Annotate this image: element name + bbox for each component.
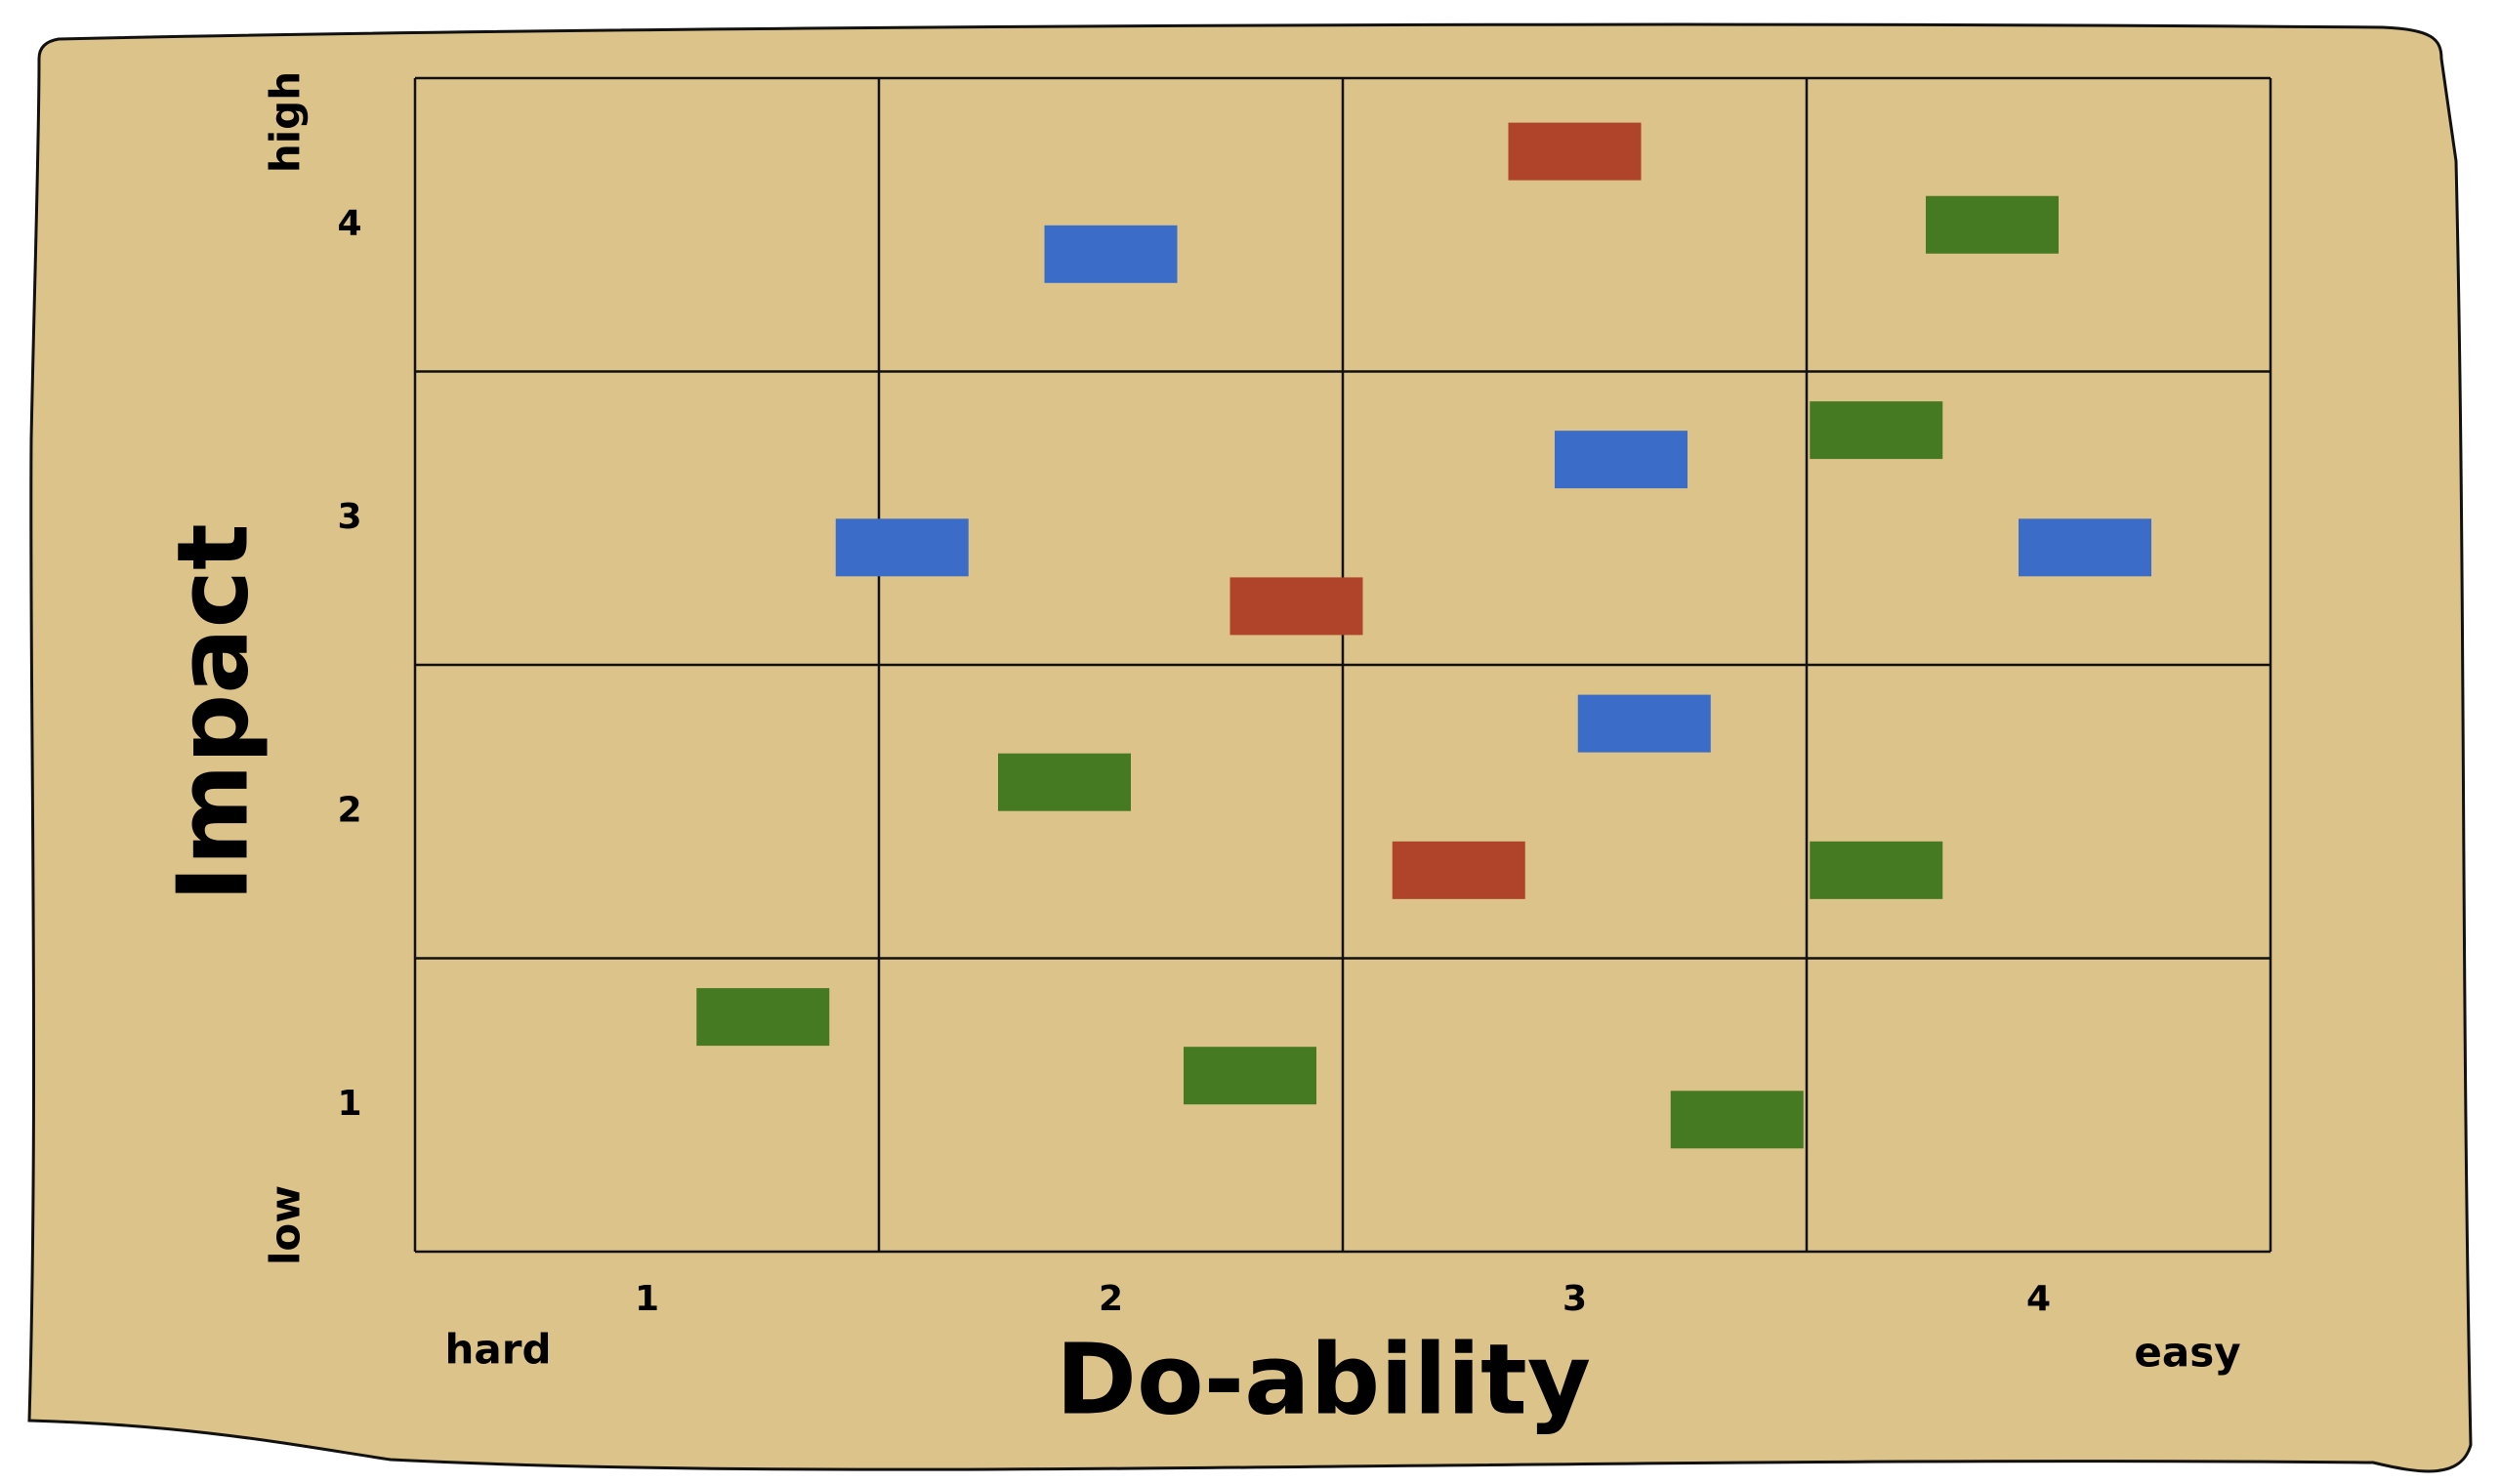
note bbox=[1044, 225, 1178, 283]
note bbox=[1508, 122, 1642, 181]
note bbox=[1184, 1047, 1316, 1105]
y-tick-label: 3 bbox=[337, 497, 361, 537]
note bbox=[1392, 841, 1525, 899]
note bbox=[1555, 431, 1688, 489]
y-axis-title: Impact bbox=[155, 523, 270, 902]
x-tick-label: 2 bbox=[1099, 1279, 1123, 1319]
x-axis-title: Do-ability bbox=[1056, 1322, 1591, 1436]
y-tick-label: 4 bbox=[337, 203, 361, 243]
annotation: hard bbox=[444, 1326, 551, 1374]
annotation: high bbox=[262, 71, 310, 173]
note bbox=[1810, 841, 1943, 899]
note bbox=[1670, 1091, 1804, 1149]
y-tick-label: 2 bbox=[337, 790, 361, 830]
annotation: low bbox=[262, 1185, 310, 1265]
paper bbox=[27, 22, 2473, 1473]
note bbox=[1810, 401, 1943, 460]
note bbox=[1926, 195, 2059, 254]
y-tick-label: 1 bbox=[337, 1084, 361, 1124]
note bbox=[835, 518, 969, 577]
x-tick-label: 3 bbox=[1562, 1279, 1587, 1319]
note bbox=[1229, 577, 1363, 636]
note bbox=[2019, 518, 2151, 577]
note bbox=[696, 988, 830, 1047]
annotation: easy bbox=[2134, 1329, 2240, 1377]
x-tick-label: 1 bbox=[635, 1279, 659, 1319]
note bbox=[998, 753, 1131, 811]
note bbox=[1577, 694, 1711, 753]
x-tick-label: 4 bbox=[2026, 1279, 2051, 1319]
